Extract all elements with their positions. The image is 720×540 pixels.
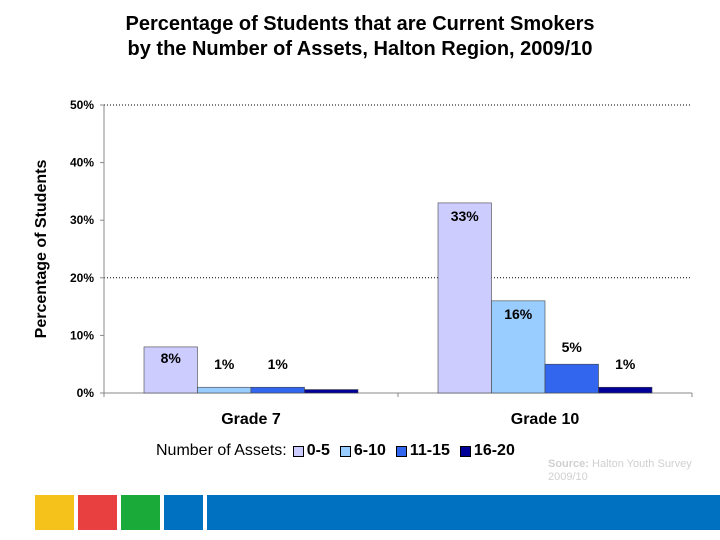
legend-item-6-10: 6-10	[339, 442, 386, 460]
bar-grade-10-16-20	[598, 386, 653, 394]
legend-items: 0-5 6-10 11-15 16-20	[292, 442, 525, 460]
footer-block-3	[164, 495, 203, 530]
data-label-grade-10-6-10: 16%	[504, 306, 533, 322]
legend-label-11-15: 11-15	[409, 442, 450, 459]
footer-color-bar	[35, 495, 720, 530]
bar-grade-7-16-20	[304, 389, 359, 394]
x-tick-label-1: Grade 10	[511, 411, 580, 428]
bar-grade-7-0-5	[143, 346, 198, 394]
footer-block-0	[35, 495, 74, 530]
legend-item-0-5: 0-5	[292, 442, 330, 460]
legend-swatch-0-5	[292, 445, 304, 457]
bar-chart: 0% 10% 20% 30% 40% 50% Percentage of Students 8…	[33, 98, 693, 428]
legend: Number of Assets: 0-5 6-10 11-15 16-20	[156, 442, 525, 460]
y-tick-label-4: 40%	[70, 156, 94, 170]
legend-label-16-20: 16-20	[473, 442, 515, 459]
legend-swatch-6-10	[339, 445, 351, 457]
legend-item-11-15: 11-15	[395, 442, 450, 460]
chart-title: Percentage of Students that are Current …	[0, 12, 720, 62]
x-tick-label-0: Grade 7	[221, 411, 281, 428]
title-line-1: Percentage of Students that are Current …	[125, 13, 595, 35]
legend-item-16-20: 16-20	[459, 442, 515, 460]
data-label-grade-10-0-5: 33%	[451, 208, 480, 224]
source-note: Source: Halton Youth Survey 2009/10	[548, 458, 718, 484]
legend-swatch-11-15	[395, 445, 407, 457]
bar-grade-10-11-15	[544, 363, 599, 394]
bar-grade-7-6-10	[197, 386, 252, 394]
data-label-grade-7-11-15: 1%	[268, 356, 289, 372]
y-axis-title: Percentage of Students	[33, 160, 50, 339]
data-label-grade-10-11-15: 5%	[562, 339, 583, 355]
legend-label-0-5: 0-5	[306, 442, 330, 459]
plot-area	[104, 105, 692, 393]
legend-title: Number of Assets:	[156, 442, 287, 459]
data-label-grade-7-0-5: 8%	[161, 350, 182, 366]
y-tick-label-0: 0%	[77, 386, 95, 400]
y-tick-label-3: 30%	[70, 213, 94, 227]
data-label-grade-10-16-20: 1%	[615, 356, 636, 372]
legend-swatch-16-20	[459, 445, 471, 457]
footer-block-1	[78, 495, 117, 530]
footer-block-4	[207, 495, 720, 530]
source-label: Source:	[548, 458, 589, 470]
y-tick-label-1: 10%	[70, 328, 94, 342]
bar-grade-7-11-15	[250, 386, 305, 394]
title-line-2: by the Number of Assets, Halton Region, …	[127, 38, 593, 60]
bar-grade-10-6-10	[491, 300, 546, 394]
y-tick-label-2: 20%	[70, 271, 94, 285]
data-label-grade-7-6-10: 1%	[214, 356, 235, 372]
footer-block-2	[121, 495, 160, 530]
bar-grade-10-0-5	[437, 202, 492, 394]
source-text: Halton Youth Survey 2009/10	[548, 458, 692, 483]
y-tick-label-5: 50%	[70, 98, 94, 112]
legend-label-6-10: 6-10	[353, 442, 386, 459]
